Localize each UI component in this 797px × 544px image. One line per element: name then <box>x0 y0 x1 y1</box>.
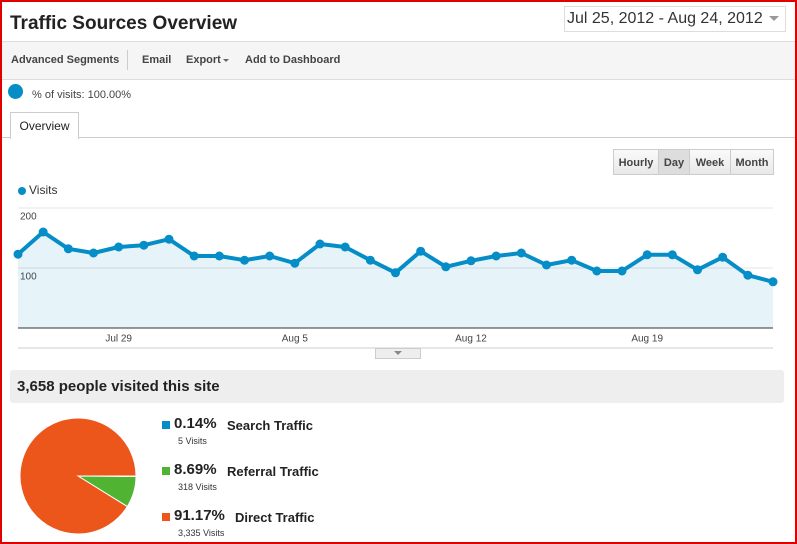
point <box>139 240 149 250</box>
point <box>617 266 627 276</box>
toolbar-button[interactable]: Add to Dashboard <box>245 54 341 66</box>
page-title: Traffic Sources Overview <box>10 13 238 34</box>
pie-value-label: 8.69% <box>174 461 217 478</box>
pie-category: Referral Traffic <box>227 464 319 479</box>
legend-marker <box>18 187 26 195</box>
point <box>391 268 400 278</box>
point <box>567 255 577 265</box>
separator <box>127 50 128 70</box>
y-tick-label: 200 <box>20 212 37 223</box>
segment-icon <box>8 84 23 99</box>
pie-category: Search Traffic <box>227 418 313 433</box>
point <box>240 255 249 265</box>
legend-swatch <box>162 513 170 521</box>
point <box>718 252 728 262</box>
point <box>592 266 602 276</box>
point <box>114 242 124 252</box>
point <box>416 246 426 256</box>
point <box>365 255 375 265</box>
toolbar: Advanced Segments Email Export Add to Da… <box>2 41 795 80</box>
toolbar-button[interactable]: Export <box>186 54 221 66</box>
scroll-handle[interactable] <box>375 348 421 359</box>
legend-label: Visits <box>29 183 57 197</box>
point <box>63 244 73 254</box>
summary-bar: 3,658 people visited this site <box>10 370 784 403</box>
dropdown-arrow <box>223 59 229 65</box>
point <box>189 251 199 261</box>
point <box>214 251 224 261</box>
granularity-button[interactable]: Day <box>658 149 690 175</box>
point <box>315 239 325 249</box>
x-tick-label: Aug 5 <box>282 334 309 345</box>
tab[interactable]: Overview <box>10 112 79 139</box>
point <box>290 258 300 268</box>
point <box>542 260 551 270</box>
visits-label: 3,335 Visits <box>178 528 225 538</box>
dropdown-arrow <box>769 16 779 26</box>
granularity-button[interactable]: Hourly <box>613 149 659 175</box>
visits-label: 5 Visits <box>178 436 207 446</box>
point <box>38 227 48 237</box>
segment-label: % of visits: 100.00% <box>32 89 132 101</box>
toolbar-button[interactable]: Email <box>142 54 172 66</box>
point <box>164 234 174 244</box>
pie-category: Direct Traffic <box>235 510 315 525</box>
point <box>441 262 451 272</box>
x-tick-label: Aug 19 <box>631 334 663 345</box>
visits-label: 318 Visits <box>178 482 217 492</box>
legend-swatch <box>162 421 170 429</box>
y-tick-label: 100 <box>20 272 37 283</box>
point <box>466 256 476 266</box>
point <box>693 265 702 275</box>
summary-text: 3,658 people visited this site <box>17 378 220 395</box>
x-tick-label: Jul 29 <box>105 334 132 345</box>
pie-value-label: 0.14% <box>174 415 217 432</box>
point <box>491 251 501 261</box>
point <box>340 242 350 252</box>
point <box>642 250 652 260</box>
toolbar-button[interactable]: Advanced Segments <box>11 54 120 66</box>
point <box>89 248 98 258</box>
point <box>667 250 677 260</box>
pie-slice <box>19 417 137 535</box>
tab-line <box>2 137 795 138</box>
point <box>516 248 526 258</box>
x-tick-label: Aug 12 <box>455 334 487 345</box>
point <box>265 251 275 261</box>
date-range-text: Jul 25, 2012 - Aug 24, 2012 <box>567 10 763 27</box>
point <box>743 270 753 280</box>
point <box>13 249 23 259</box>
point <box>768 277 778 287</box>
date-range[interactable]: Jul 25, 2012 - Aug 24, 2012 <box>564 6 786 32</box>
handle-arrow <box>394 351 402 359</box>
granularity-button[interactable]: Week <box>689 149 731 175</box>
legend-swatch <box>162 467 170 475</box>
pie-value-label: 91.17% <box>174 507 225 524</box>
granularity-button[interactable]: Month <box>730 149 774 175</box>
